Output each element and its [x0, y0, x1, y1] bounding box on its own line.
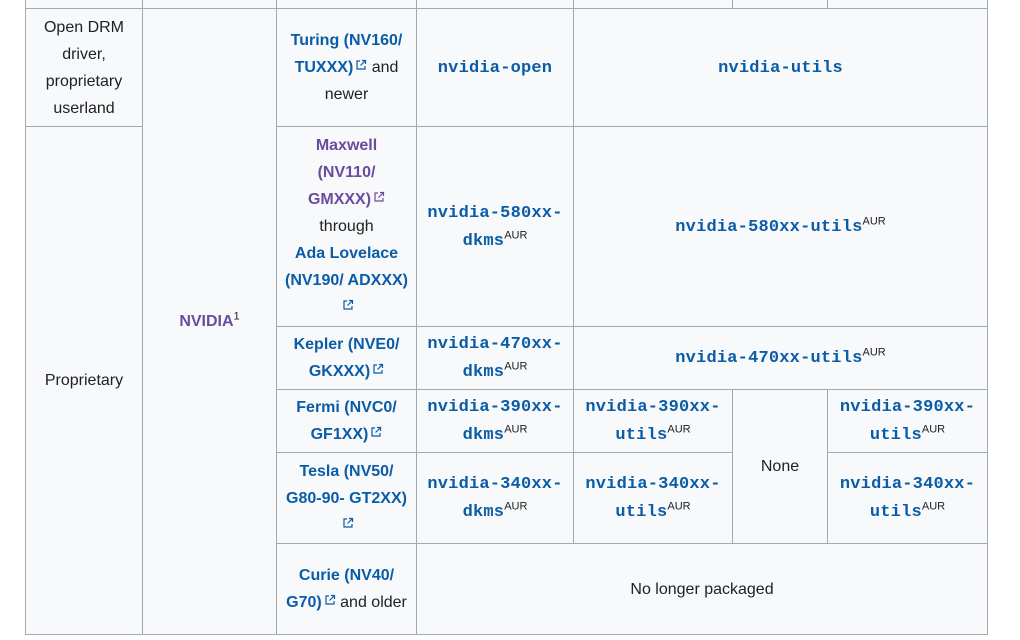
package-link[interactable]: nvidia-390xx-utils — [585, 398, 721, 445]
external-link-icon — [374, 191, 385, 202]
aur-badge[interactable]: AUR — [862, 346, 886, 359]
external-link-icon — [342, 517, 353, 528]
gpu-link-maxwell[interactable]: Maxwell (NV110/ GMXXX) — [308, 137, 385, 208]
gpu-family-cell: Kepler (NVE0/ GKXXX) — [276, 326, 417, 390]
package-link[interactable]: nvidia-580xx-utils — [675, 217, 863, 237]
vendor-link[interactable]: NVIDIA — [179, 313, 234, 330]
driver-type-cell: Open DRM driver, proprietary userland — [25, 8, 143, 127]
package-link[interactable]: nvidia-390xx-utils — [839, 398, 976, 445]
external-link-icon — [342, 299, 353, 310]
table-row: Tesla (NV50/ G80-90- GT2XX) nvidia-340xx… — [26, 452, 988, 544]
status-label: No longer packaged — [630, 580, 774, 598]
package-link[interactable]: nvidia-470xx-utils — [675, 349, 863, 368]
package-link[interactable]: nvidia-340xx-utils — [585, 475, 721, 522]
table-cell — [142, 0, 277, 9]
package-link[interactable]: nvidia-utils — [718, 58, 843, 78]
aur-badge[interactable]: AUR — [504, 360, 528, 373]
gpu-link-turing[interactable]: Turing (NV160/ TUXXX) — [290, 32, 403, 76]
external-link-icon — [371, 426, 382, 437]
package-link[interactable]: nvidia-470xx-dkms — [427, 335, 563, 382]
driver-type-cell: Proprietary — [25, 126, 143, 635]
aur-badge[interactable]: AUR — [921, 423, 946, 436]
package-link[interactable]: nvidia-580xx-dkms — [427, 203, 563, 251]
gpu-range-word: through — [319, 218, 374, 235]
aur-badge[interactable]: AUR — [862, 215, 886, 228]
utils-cell: nvidia-580xx-utilsAUR — [573, 126, 988, 327]
aur-badge[interactable]: AUR — [504, 500, 528, 513]
vendor-cell: NVIDIA1 — [142, 8, 277, 635]
utils-cell: nvidia-390xx-utilsAUR — [827, 389, 988, 453]
utils-cell: nvidia-utils — [573, 8, 988, 127]
gpu-link-curie[interactable]: Curie (NV40/ G70) — [286, 567, 395, 611]
kernel-module-cell: nvidia-470xx-dkmsAUR — [416, 326, 574, 390]
none-cell: None — [732, 389, 828, 544]
package-link[interactable]: nvidia-390xx-dkms — [427, 398, 563, 445]
driver-type-label: Open DRM driver, proprietary userland — [43, 18, 125, 117]
gpu-family-cell: Tesla (NV50/ G80-90- GT2XX) — [276, 452, 417, 544]
aur-badge[interactable]: AUR — [667, 423, 691, 436]
table-row: Curie (NV40/ G70) and older No longer pa… — [26, 543, 988, 635]
package-link[interactable]: nvidia-340xx-utils — [839, 475, 976, 522]
gpu-family-cell: Maxwell (NV110/ GMXXX) through Ada Lovel… — [276, 126, 417, 327]
gpu-suffix: and older — [335, 594, 407, 611]
kernel-module-cell: nvidia-open — [416, 8, 574, 127]
driver-type-label: Proprietary — [44, 372, 124, 389]
gpu-link-fermi[interactable]: Fermi (NVC0/ GF1XX) — [296, 399, 397, 443]
gpu-link-ada[interactable]: Ada Lovelace (NV190/ ADXXX) — [285, 245, 408, 316]
aur-badge[interactable]: AUR — [504, 229, 528, 242]
table-cell — [276, 0, 417, 9]
kernel-module-cell: nvidia-580xx-dkmsAUR — [416, 126, 574, 327]
none-label: None — [760, 458, 800, 475]
table-row: Proprietary Maxwell (NV110/ GMXXX) throu… — [25, 126, 988, 635]
table-cell — [416, 0, 574, 9]
gpu-link-kepler[interactable]: Kepler (NVE0/ GKXXX) — [293, 336, 400, 380]
aur-badge[interactable]: AUR — [667, 500, 691, 513]
table-cell — [732, 0, 828, 9]
package-link[interactable]: nvidia-340xx-dkms — [427, 475, 563, 522]
table-row: Kepler (NVE0/ GKXXX) nvidia-470xx-dkmsAU… — [26, 326, 988, 390]
table-row: Open DRM driver, proprietary userland NV… — [25, 8, 988, 635]
status-cell: No longer packaged — [416, 543, 988, 635]
driver-table: Open DRM driver, proprietary userland NV… — [25, 0, 988, 635]
gpu-suffix: and newer — [324, 59, 399, 103]
table-row: Fermi (NVC0/ GF1XX) nvidia-390xx-dkmsAUR… — [26, 389, 988, 544]
aur-badge[interactable]: AUR — [504, 423, 528, 436]
package-link[interactable]: nvidia-open — [437, 58, 553, 78]
footnote-ref[interactable]: 1 — [233, 310, 240, 323]
table-cell — [827, 0, 988, 9]
gpu-family-cell: Fermi (NVC0/ GF1XX) — [276, 389, 417, 453]
external-link-icon — [356, 59, 367, 70]
utils-cell: nvidia-340xx-utilsAUR — [827, 452, 988, 544]
utils-cell: nvidia-390xx-utilsAUR — [573, 389, 733, 453]
table-row — [25, 0, 988, 9]
gpu-family-cell: Turing (NV160/ TUXXX) and newer — [276, 8, 417, 127]
aur-badge[interactable]: AUR — [921, 500, 946, 513]
utils-cell: nvidia-340xx-utilsAUR — [573, 452, 733, 544]
utils-cell: nvidia-470xx-utilsAUR — [573, 326, 988, 390]
kernel-module-cell: nvidia-390xx-dkmsAUR — [416, 389, 574, 453]
external-link-icon — [325, 594, 335, 605]
table-cell — [573, 0, 733, 9]
external-link-icon — [373, 363, 384, 374]
gpu-link-tesla[interactable]: Tesla (NV50/ G80-90- GT2XX) — [286, 463, 407, 534]
table-cell — [25, 0, 143, 9]
gpu-family-cell: Curie (NV40/ G70) and older — [276, 543, 417, 635]
kernel-module-cell: nvidia-340xx-dkmsAUR — [416, 452, 574, 544]
